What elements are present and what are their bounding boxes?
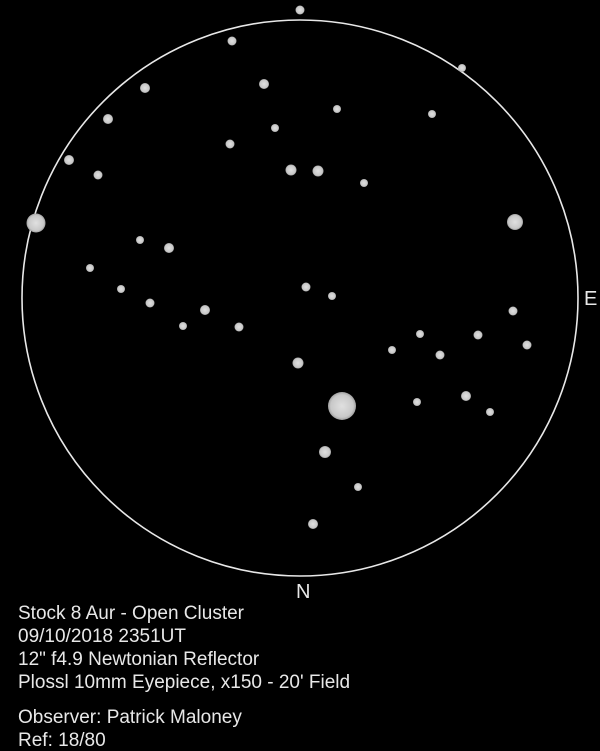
star xyxy=(319,446,331,458)
star xyxy=(458,64,466,72)
direction-indicator-e: E xyxy=(584,288,597,311)
star xyxy=(436,351,445,360)
eyepiece-spec: Plossl 10mm Eyepiece, x150 - 20' Field xyxy=(18,671,350,695)
direction-indicator-n: N xyxy=(296,581,310,604)
star xyxy=(164,243,174,253)
star xyxy=(228,37,237,46)
star xyxy=(200,305,210,315)
star xyxy=(86,264,94,272)
star xyxy=(413,398,421,406)
star xyxy=(94,171,103,180)
star xyxy=(509,307,518,316)
star xyxy=(333,105,341,113)
star xyxy=(507,214,523,230)
star xyxy=(235,323,244,332)
star xyxy=(64,155,74,165)
star xyxy=(428,110,436,118)
star xyxy=(136,236,144,244)
star xyxy=(416,330,424,338)
star xyxy=(474,331,483,340)
star xyxy=(103,114,113,124)
reference-number: Ref: 18/80 xyxy=(18,729,106,751)
star xyxy=(302,283,311,292)
star xyxy=(523,341,532,350)
star xyxy=(259,79,269,89)
star xyxy=(354,483,362,491)
star xyxy=(313,166,324,177)
object-name: Stock 8 Aur - Open Cluster xyxy=(18,602,244,626)
star xyxy=(293,358,304,369)
star xyxy=(27,214,46,233)
observation-datetime: 09/10/2018 2351UT xyxy=(18,625,186,649)
star xyxy=(226,140,235,149)
star xyxy=(388,346,396,354)
star xyxy=(271,124,279,132)
star xyxy=(328,292,336,300)
telescope-spec: 12" f4.9 Newtonian Reflector xyxy=(18,648,259,672)
star xyxy=(296,6,305,15)
star xyxy=(146,299,155,308)
star xyxy=(140,83,150,93)
sketch-stage: N E Stock 8 Aur - Open Cluster 09/10/201… xyxy=(0,0,600,751)
star xyxy=(286,165,297,176)
star xyxy=(179,322,187,330)
eyepiece-field xyxy=(0,0,600,600)
field-circle xyxy=(22,20,578,576)
star xyxy=(360,179,368,187)
star xyxy=(328,392,356,420)
star xyxy=(486,408,494,416)
star xyxy=(461,391,471,401)
observer-name: Observer: Patrick Maloney xyxy=(18,706,242,730)
star xyxy=(308,519,318,529)
star xyxy=(117,285,125,293)
